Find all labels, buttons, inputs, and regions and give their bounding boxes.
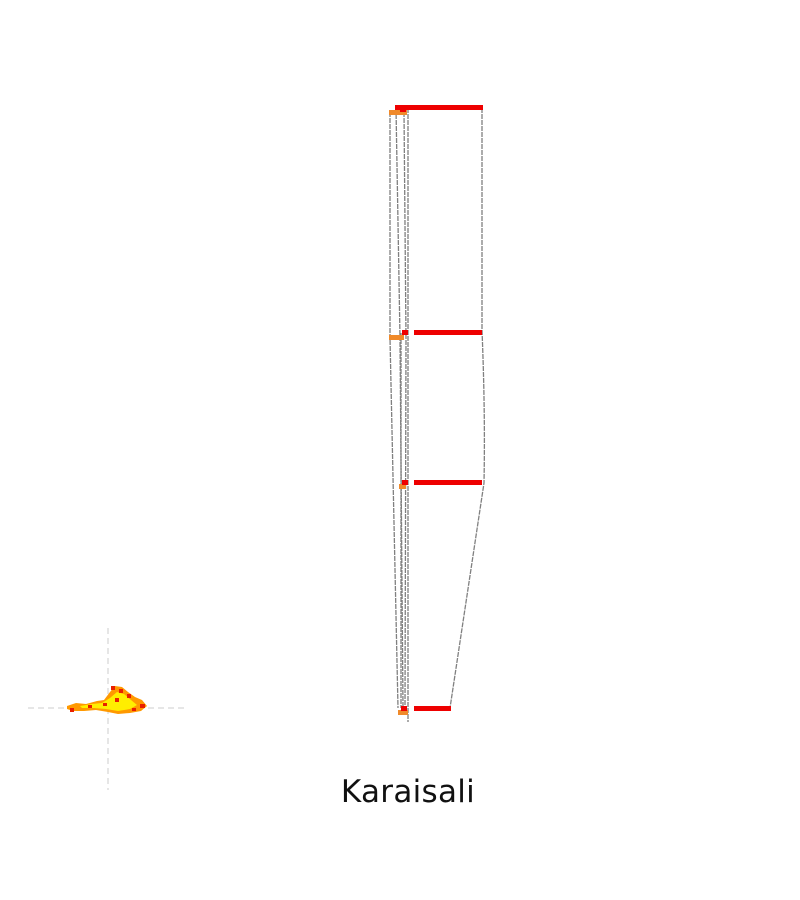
bar-level-4	[414, 706, 451, 711]
axis-markers	[389, 107, 408, 715]
outline-outer	[449, 108, 486, 709]
outline-inner-right	[403, 111, 407, 709]
outline-inner-left	[389, 112, 399, 709]
marker-level-1	[400, 107, 406, 112]
marker-level-1-secondary	[389, 110, 407, 115]
heat-blob	[67, 686, 147, 714]
marker-level-4-secondary	[398, 710, 408, 715]
profile-outlines	[389, 107, 486, 722]
marker-level-2-secondary	[389, 335, 404, 340]
place-name-label: Karaisali	[340, 774, 476, 810]
marker-level-3	[402, 480, 408, 485]
heatmap-locator-icon	[28, 628, 188, 790]
marker-level-2	[402, 330, 408, 335]
bar-level-3	[414, 480, 482, 485]
marker-level-4	[401, 706, 407, 711]
bar-level-2	[414, 330, 482, 335]
outline-inner-mid	[395, 107, 404, 709]
bar-level-1	[395, 105, 483, 110]
profile-bars	[395, 105, 483, 711]
marker-level-3-secondary	[399, 484, 406, 489]
